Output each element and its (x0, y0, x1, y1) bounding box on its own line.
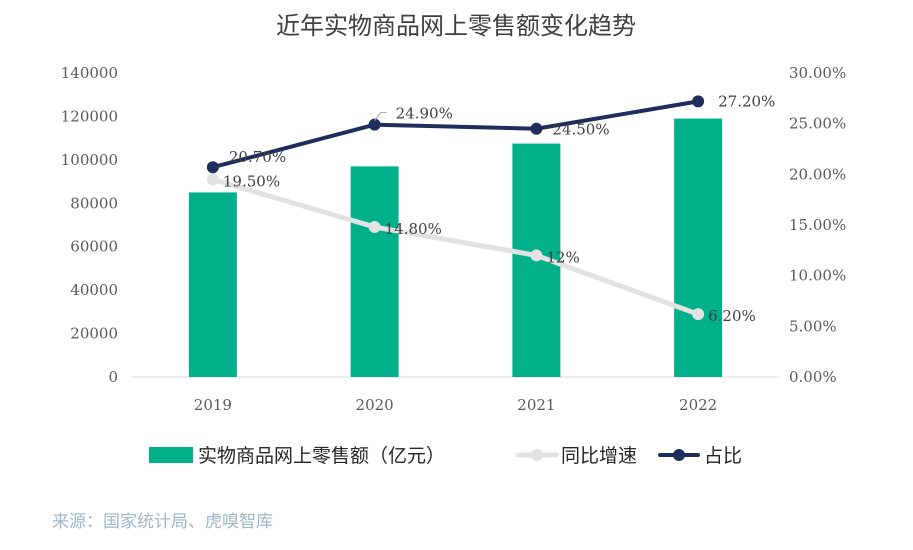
legend-label-bar: 实物商品网上零售额（亿元） (198, 445, 445, 467)
share-point (368, 118, 381, 131)
share-line (210, 99, 701, 170)
legend-label-growth: 同比增速 (561, 445, 637, 467)
share-data-label: 20.70% (229, 148, 286, 166)
y-left-tick-label: 20000 (70, 325, 118, 343)
y-right-tick-label: 0.00% (789, 368, 837, 386)
y-left-tick-label: 0 (108, 368, 118, 386)
x-tick-label: 2022 (679, 396, 717, 414)
y-right-tick-label: 20.00% (789, 165, 846, 183)
growth-data-label: 12% (546, 248, 579, 266)
y-left-tick-label: 120000 (61, 107, 118, 125)
legend-label-share: 占比 (704, 445, 742, 467)
share-point (530, 122, 543, 135)
growth-data-label: 14.80% (385, 220, 442, 238)
bar (674, 118, 723, 377)
legend-marker-growth (531, 449, 543, 461)
y-right-tick-label: 15.00% (789, 216, 846, 234)
y-right-tick-label: 10.00% (789, 267, 846, 285)
bar (350, 166, 399, 377)
leader-line (374, 112, 387, 121)
y-right-tick-label: 5.00% (789, 317, 837, 335)
growth-point (692, 308, 705, 321)
y-right-tick-label: 30.00% (789, 64, 846, 82)
share-data-label: 24.90% (396, 105, 453, 123)
y-left-tick-label: 60000 (70, 238, 118, 256)
growth-point (368, 221, 381, 234)
share-point (206, 161, 219, 174)
legend: 实物商品网上零售额（亿元） 同比增速 占比 (149, 445, 742, 467)
data-labels: 19.50% 14.80% 12% 6.20% 20.70% 24.90% 24.50% 27… (223, 92, 775, 325)
growth-point (530, 249, 543, 262)
line-series (206, 95, 705, 321)
growth-data-label: 6.20% (708, 307, 756, 325)
legend-swatch-bar (149, 447, 193, 463)
share-point (692, 95, 705, 108)
y-left-tick-label: 100000 (61, 151, 118, 169)
share-data-label: 27.20% (718, 92, 775, 110)
growth-point (206, 173, 219, 186)
share-data-label: 24.50% (552, 121, 609, 139)
legend-marker-share (673, 449, 685, 461)
bar (188, 192, 237, 377)
y-right-tick-label: 25.00% (789, 115, 846, 133)
x-tick-label: 2020 (356, 396, 394, 414)
y-left-tick-label: 40000 (70, 281, 118, 299)
y-left-tick-label: 80000 (70, 194, 118, 212)
growth-data-label: 19.50% (223, 172, 280, 190)
axes: 0 20000 40000 60000 80000 100000 120000 140000 0… (61, 64, 846, 414)
x-tick-label: 2021 (517, 396, 555, 414)
growth-line (210, 176, 701, 317)
x-tick-label: 2019 (194, 396, 232, 414)
chart-title: 近年实物商品网上零售额变化趋势 (276, 12, 636, 40)
y-left-tick-label: 140000 (61, 64, 118, 82)
source-note: 来源：国家统计局、虎嗅智库 (52, 512, 273, 532)
